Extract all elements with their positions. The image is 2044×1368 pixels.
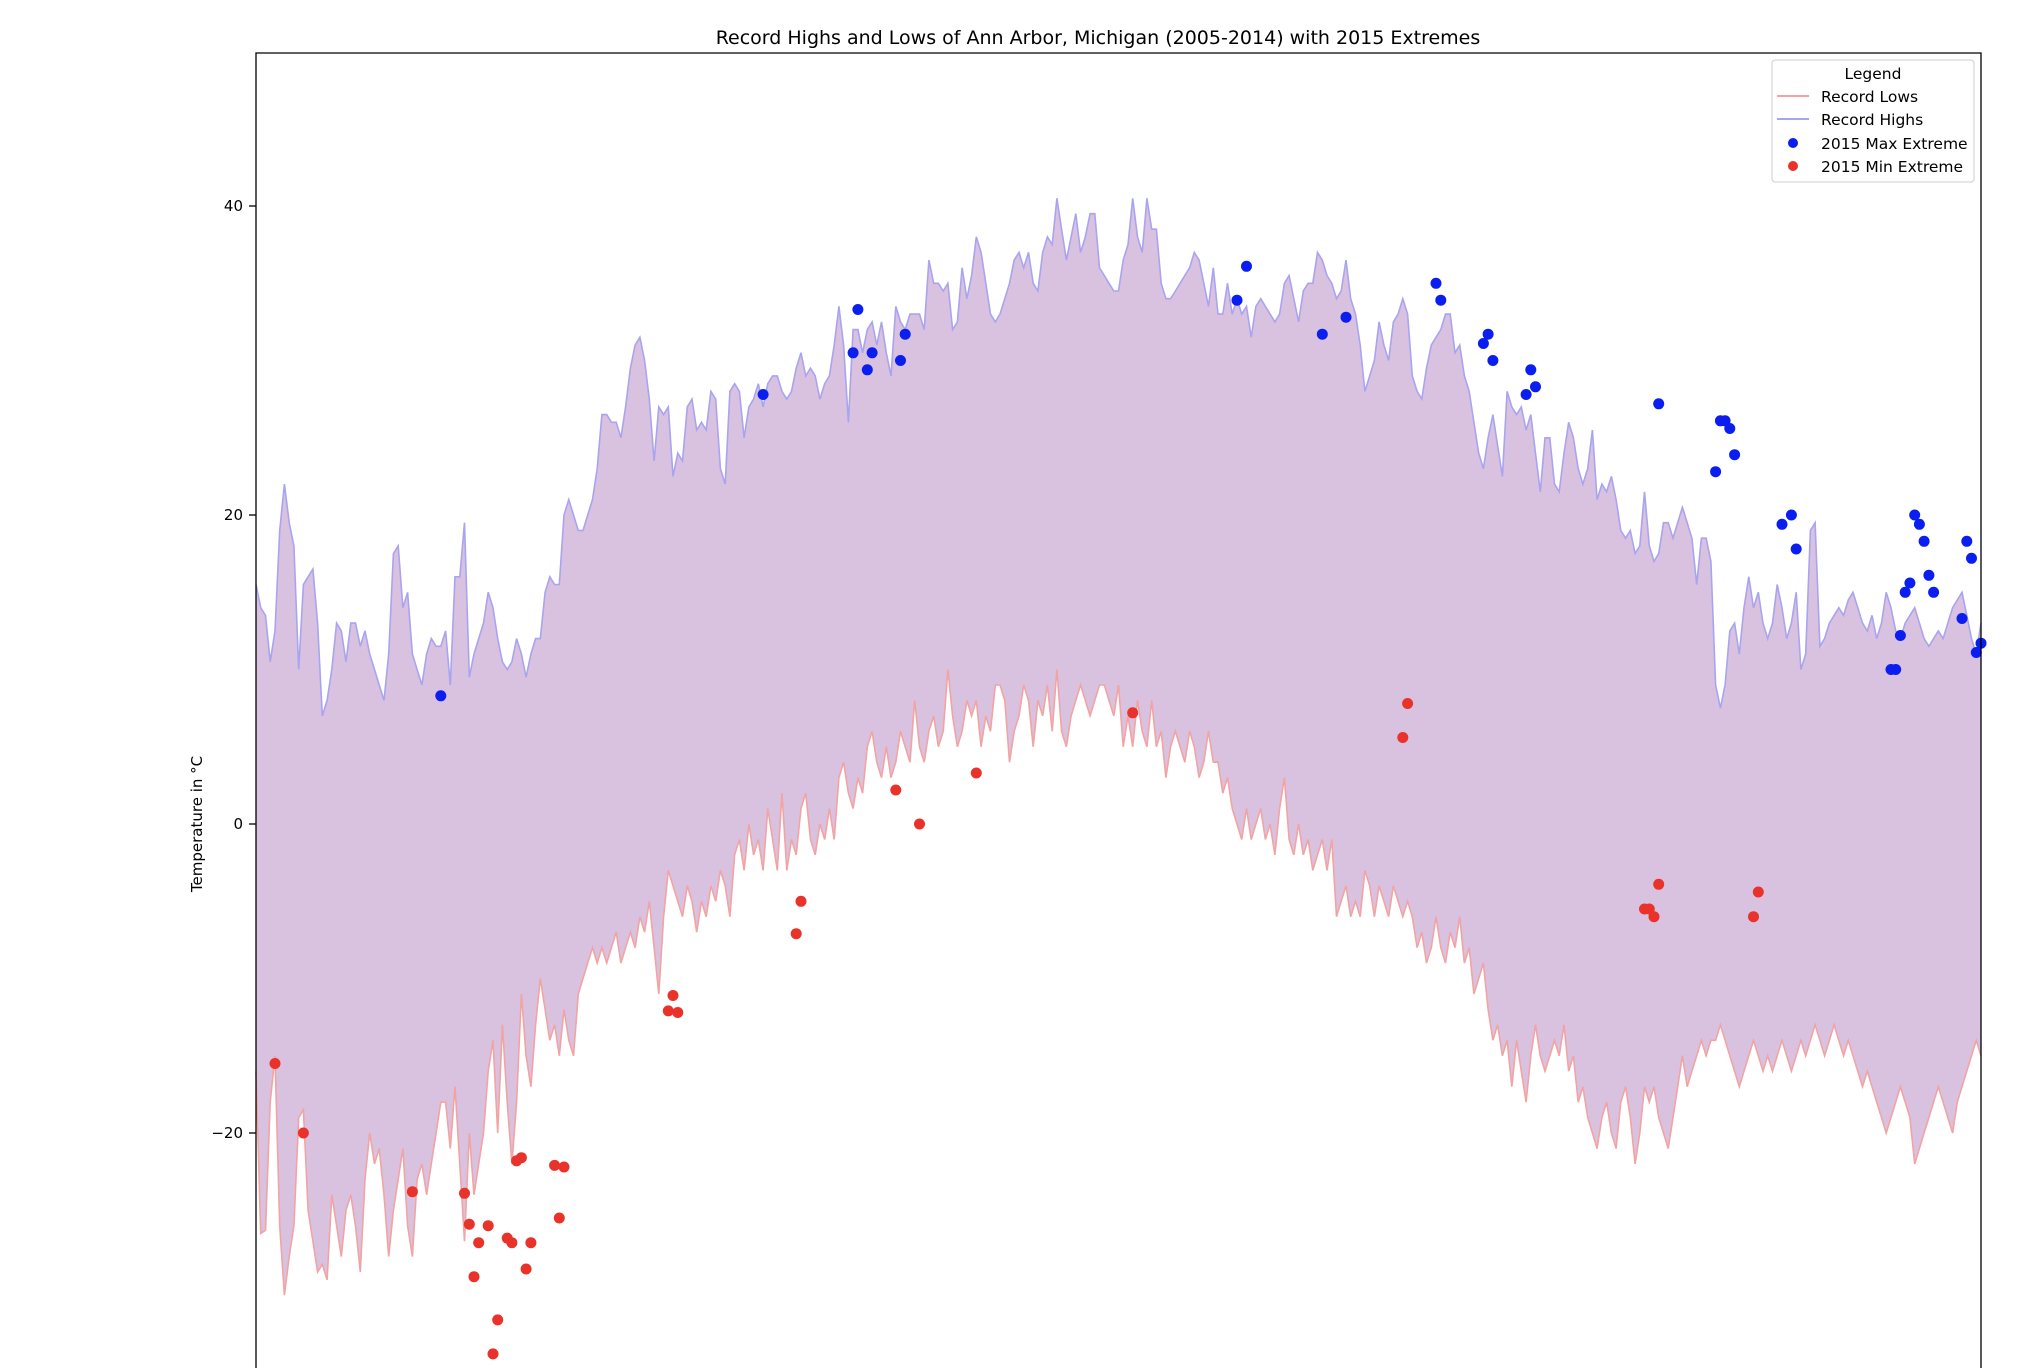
max-extreme-point [1904, 577, 1916, 589]
record-lows-line [255, 669, 1982, 1296]
record-highs-line [255, 198, 1982, 717]
max-extreme-point [1785, 509, 1797, 521]
min-extreme-point [1127, 707, 1139, 719]
min-extreme-point [406, 1186, 418, 1198]
max-extreme-point [899, 328, 911, 340]
max-extreme-point [1970, 647, 1982, 658]
max-extreme-point [1487, 355, 1499, 366]
min-extreme-point [459, 1187, 470, 1199]
plot-frame [255, 52, 1982, 1368]
max-extreme-point [1899, 586, 1911, 598]
min-extreme-point [473, 1237, 485, 1249]
min-extreme-point [553, 1212, 565, 1224]
max-extreme-point [1231, 294, 1243, 306]
min-extreme-point [790, 928, 802, 940]
max-extreme-point [435, 690, 447, 702]
scatter-points [269, 260, 1987, 1360]
max-extreme-point [1928, 586, 1940, 598]
max-extreme-point [1435, 294, 1447, 306]
legend-label-max-extreme: 2015 Max Extreme [1821, 135, 1968, 153]
max-extreme-point [1890, 664, 1902, 675]
y-tick-label: 20 [224, 506, 243, 524]
min-extreme-point [269, 1058, 281, 1069]
max-extreme-point [1340, 311, 1352, 323]
legend-marker-min-extreme [1788, 161, 1798, 171]
min-extreme-point [662, 1005, 674, 1017]
min-extreme-point [1653, 878, 1665, 890]
y-tick-label: 40 [224, 197, 243, 215]
max-extreme-point [1316, 328, 1328, 340]
legend-label-min-extreme: 2015 Min Extreme [1821, 158, 1963, 176]
min-extreme-point [482, 1220, 494, 1232]
max-extreme-point [1477, 338, 1489, 349]
legend: Legend Record Lows Record Highs 2015 Max… [1771, 59, 1975, 183]
max-extreme-point [1956, 613, 1968, 624]
max-extreme-point [866, 347, 878, 359]
max-extreme-point [895, 355, 906, 366]
max-extreme-point [1776, 518, 1788, 530]
max-extreme-point [1790, 543, 1802, 555]
min-extreme-point [795, 895, 807, 907]
min-extreme-point [515, 1152, 527, 1164]
y-tick-label: 0 [233, 815, 243, 833]
max-extreme-point [1961, 535, 1973, 547]
plot-area [255, 198, 1987, 1360]
max-extreme-point [1520, 389, 1532, 400]
min-extreme-point [492, 1314, 504, 1326]
min-extreme-point [297, 1127, 309, 1139]
max-extreme-point [1525, 364, 1537, 376]
min-extreme-point [672, 1007, 684, 1018]
max-extreme-point [1653, 398, 1665, 410]
y-tick-label: −20 [211, 1124, 243, 1142]
min-extreme-point [1648, 911, 1660, 923]
max-extreme-point [1918, 535, 1930, 547]
legend-marker-max-extreme [1788, 138, 1798, 148]
max-extreme-point [1482, 328, 1494, 340]
min-extreme-point [549, 1159, 561, 1171]
legend-title: Legend [1845, 65, 1902, 83]
max-extreme-point [1909, 509, 1921, 521]
min-extreme-point [520, 1263, 532, 1275]
max-extreme-point [1729, 449, 1741, 461]
max-extreme-point [1430, 277, 1442, 289]
legend-label-record-highs: Record Highs [1821, 111, 1923, 129]
max-extreme-point [1530, 381, 1541, 393]
min-extreme-point [1397, 732, 1409, 743]
min-extreme-point [506, 1237, 518, 1249]
min-extreme-point [487, 1348, 499, 1360]
max-extreme-point [861, 364, 873, 376]
min-extreme-point [1402, 698, 1414, 709]
y-axis-label: Temperature in °C [188, 756, 206, 893]
max-extreme-point [1241, 260, 1252, 272]
min-extreme-point [463, 1218, 475, 1230]
min-extreme-point [667, 990, 679, 1001]
legend-label-record-lows: Record Lows [1821, 88, 1918, 106]
min-extreme-point [468, 1271, 480, 1283]
min-extreme-point [890, 784, 902, 796]
min-extreme-point [558, 1161, 570, 1173]
min-extreme-point [1752, 886, 1764, 898]
min-extreme-point [1748, 911, 1759, 923]
axes: −20 0 20 40 [211, 52, 1982, 1368]
max-extreme-point [1913, 518, 1925, 530]
max-extreme-point [847, 347, 859, 359]
chart-title: Record Highs and Lows of Ann Arbor, Mich… [716, 27, 1481, 49]
min-extreme-point [970, 767, 982, 779]
min-extreme-point [525, 1237, 537, 1249]
max-extreme-point [852, 304, 864, 315]
max-extreme-point [757, 389, 769, 400]
max-extreme-point [1724, 423, 1736, 434]
max-extreme-point [1710, 466, 1722, 478]
max-extreme-point [1923, 569, 1935, 581]
fill-between-band [256, 198, 1981, 1296]
max-extreme-point [1966, 552, 1977, 564]
min-extreme-point [914, 818, 925, 830]
max-extreme-point [1894, 630, 1906, 641]
legend-frame [1771, 59, 1975, 183]
